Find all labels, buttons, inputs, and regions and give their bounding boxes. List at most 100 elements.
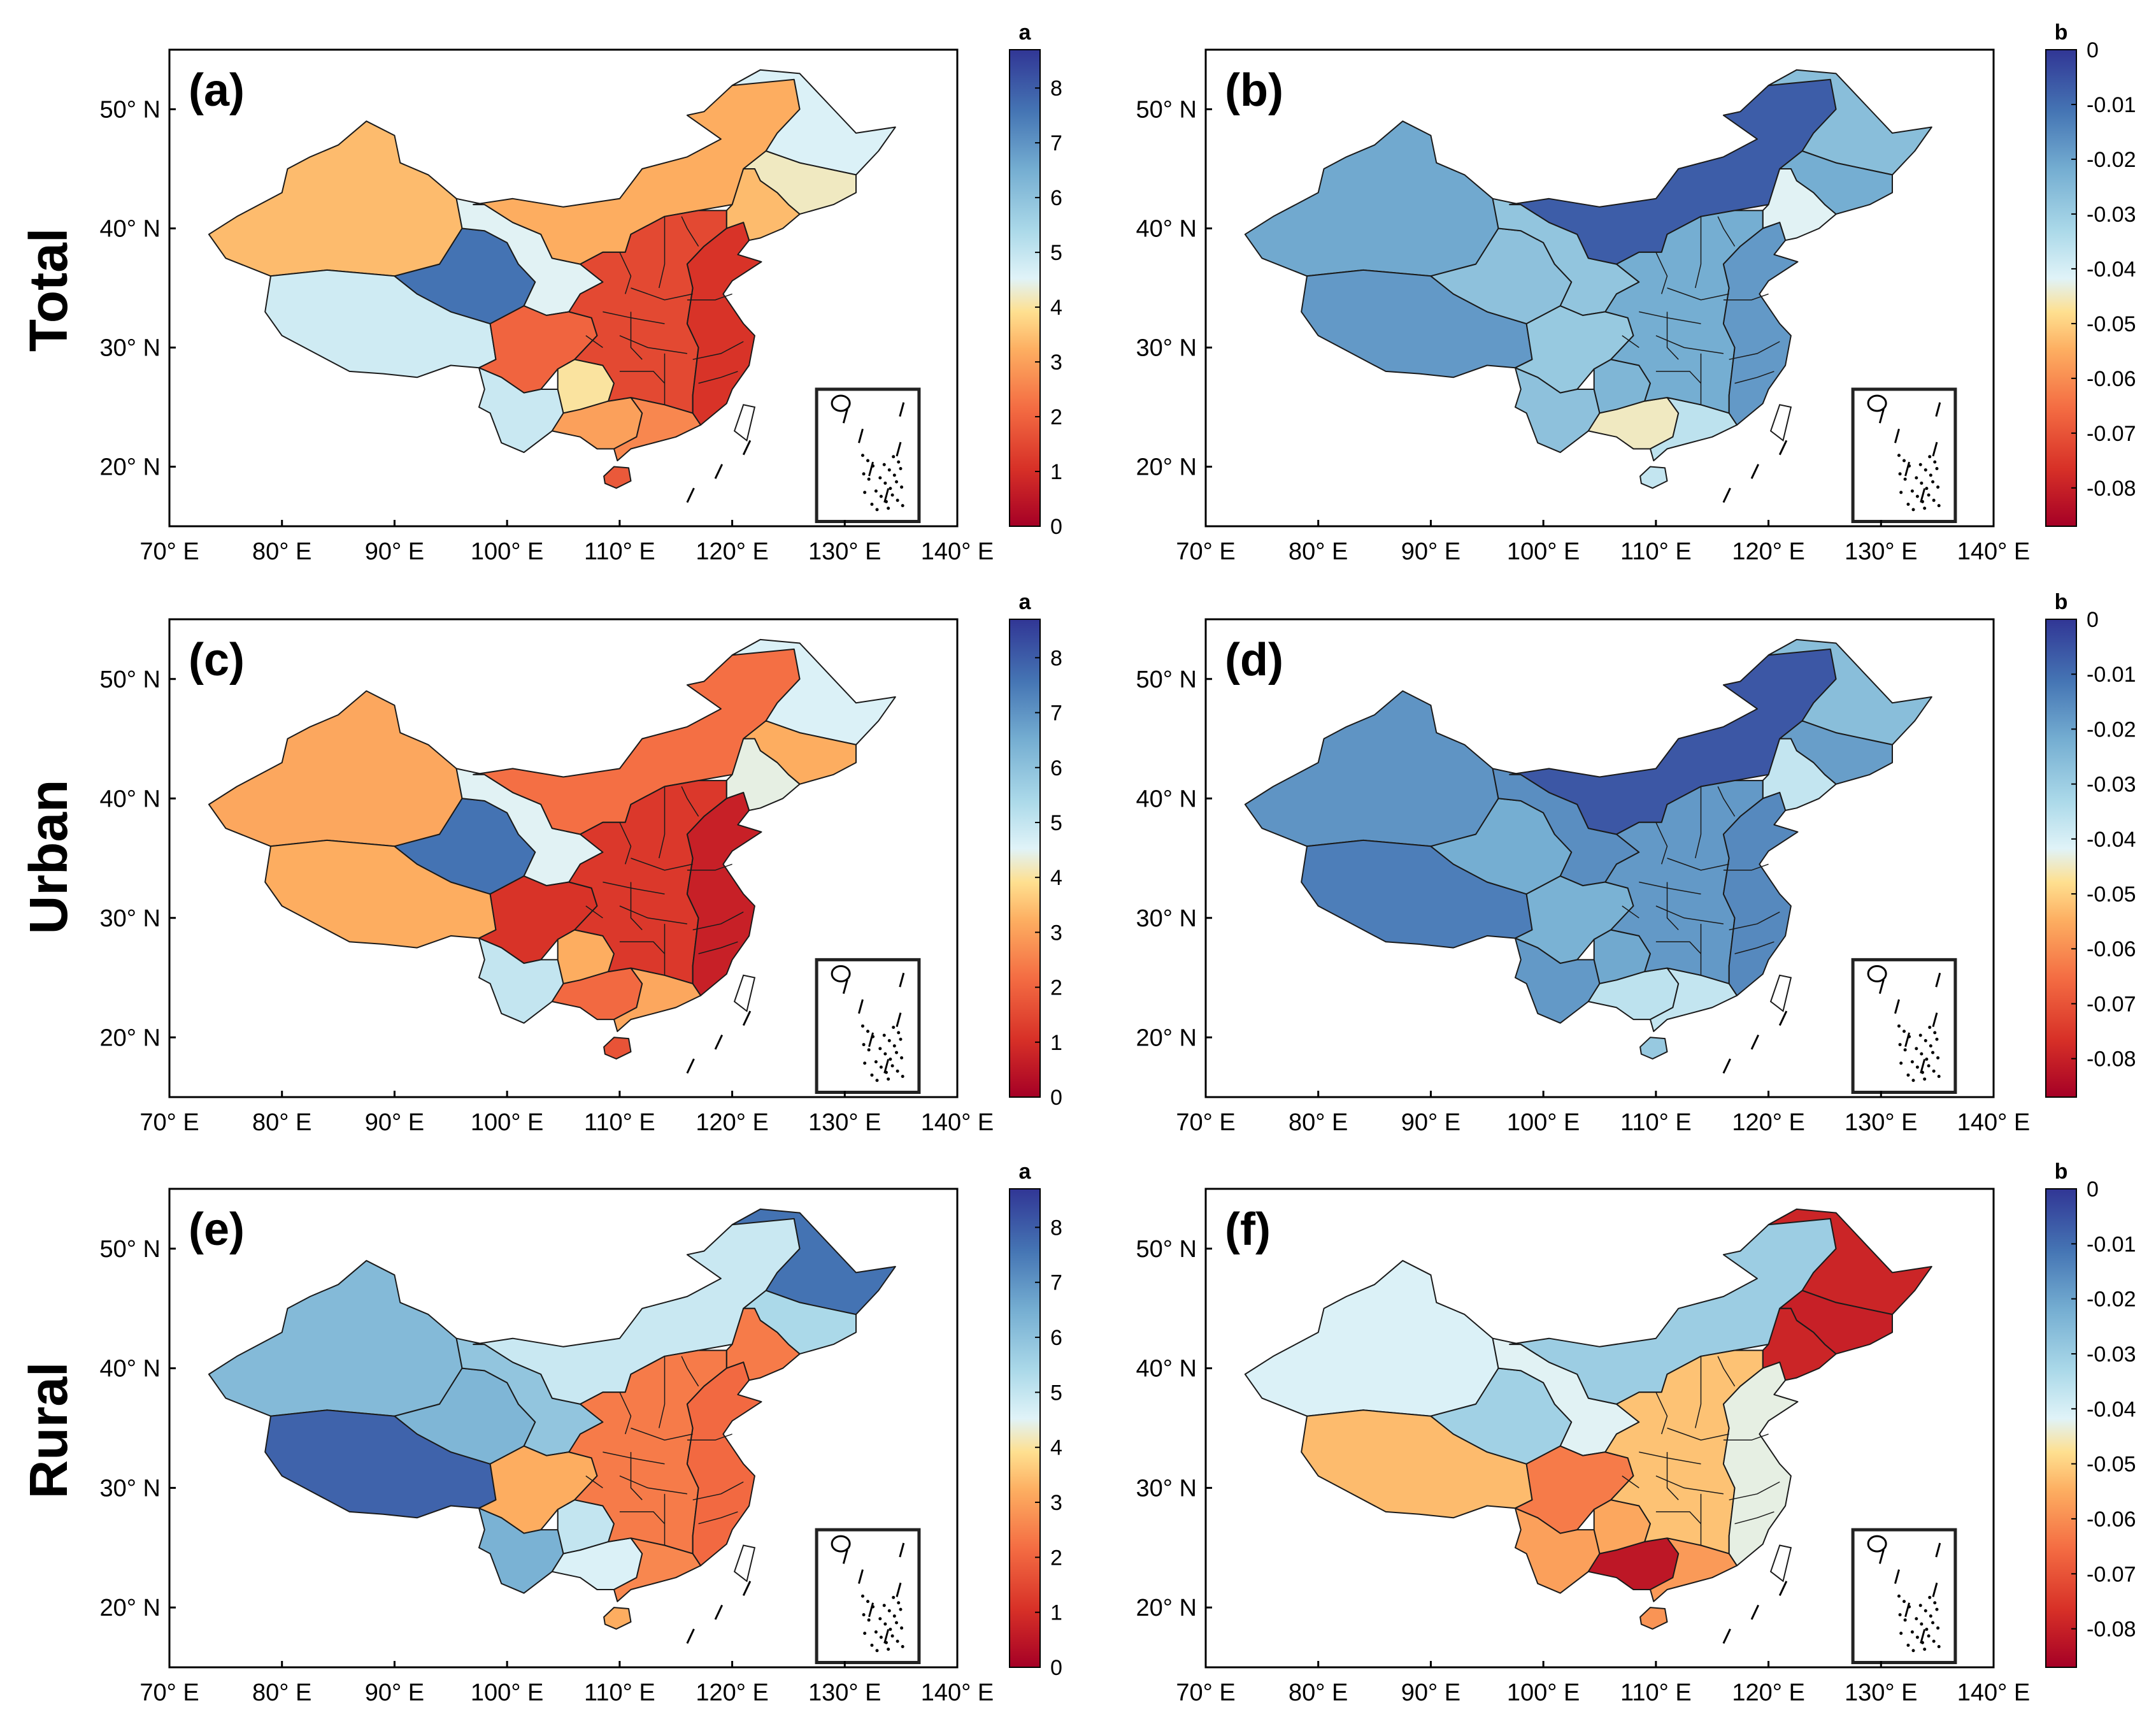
x-tick-label: 110° E	[1620, 1679, 1692, 1706]
province-boundary	[630, 312, 643, 360]
province-boundary	[631, 287, 693, 301]
y-tick-label: 20° N	[1136, 454, 1197, 481]
colorbar-title: b	[2055, 590, 2068, 614]
province-boundary	[692, 911, 744, 931]
row-label-total: Total	[18, 228, 78, 352]
x-tick-label: 140° E	[1957, 1679, 2031, 1706]
y-tick-label: 20° N	[1136, 1024, 1197, 1051]
province-boundary	[1723, 863, 1769, 871]
province-boundary	[1655, 1475, 1724, 1495]
x-tick-label: 110° E	[584, 1679, 655, 1706]
province-boundary	[681, 216, 699, 247]
dash-line	[1750, 1604, 1760, 1620]
colorbar-tick-label: 0	[2087, 608, 2099, 632]
province-boundary	[681, 786, 699, 817]
dash-line	[686, 1058, 695, 1074]
region-taiwan	[1769, 1544, 1792, 1583]
colorbar-tick-label: 7	[1050, 701, 1062, 726]
colorbar-tick-label: -0.04	[2087, 1397, 2136, 1421]
province-boundary	[692, 341, 744, 360]
y-tick-label: 40° N	[1136, 216, 1197, 243]
x-tick-label: 130° E	[1845, 1109, 1918, 1136]
province-boundary	[619, 252, 632, 294]
x-tick-label: 140° E	[921, 1109, 994, 1136]
colorbar-tick-label: 4	[1050, 866, 1062, 890]
province-boundary	[1729, 911, 1780, 931]
colorbar-tick-label: 6	[1050, 186, 1062, 210]
y-tick-label: 30° N	[100, 905, 161, 932]
region-taiwan	[733, 404, 756, 442]
x-tick-label: 100° E	[471, 538, 544, 565]
south-china-sea-inset	[815, 387, 921, 524]
panel-e: (e)70° E 80° E 90° E 100° E 110° E 120° E 130°…	[100, 1160, 1062, 1706]
province-boundary	[619, 1511, 666, 1525]
province-boundary	[619, 822, 632, 865]
province-boundary	[658, 1356, 666, 1428]
x-tick-label: 110° E	[584, 1109, 655, 1136]
colorbar: b0 -0.01 -0.02 -0.03 -0.04 -0.05 -0.06 -0.07 -0.…	[2045, 20, 2136, 527]
colorbar-tick-label: -0.08	[2087, 1618, 2136, 1642]
y-tick-label: 40° N	[1136, 786, 1197, 812]
colorbar-tick-label: -0.02	[2087, 148, 2136, 172]
panel-c: (c)70° E 80° E 90° E 100° E 110° E 120° E 130°…	[100, 590, 1062, 1136]
row-label-rural: Rural	[18, 1362, 78, 1499]
province-boundary	[619, 371, 666, 384]
colorbar-tick-label: 8	[1050, 76, 1062, 101]
x-tick-label: 120° E	[696, 1109, 769, 1136]
colorbar-tick-label: -0.05	[2087, 882, 2136, 907]
colorbar-tick-label: 5	[1050, 241, 1062, 265]
province-boundary	[1655, 335, 1724, 354]
y-tick-label: 30° N	[1136, 1475, 1197, 1502]
y-tick-label: 30° N	[1136, 335, 1197, 362]
province-boundary	[1734, 941, 1774, 954]
x-tick-label: 110° E	[584, 538, 655, 565]
y-tick-label: 40° N	[100, 216, 161, 243]
y-tick-label: 50° N	[1136, 666, 1197, 693]
region-hainan	[603, 1037, 632, 1060]
y-tick-label: 30° N	[100, 1475, 161, 1502]
colorbar-tick-label: 3	[1050, 350, 1062, 375]
panel-label: (a)	[189, 65, 245, 116]
province-boundary	[698, 1511, 738, 1525]
colorbar-title: b	[2055, 20, 2068, 45]
colorbar: a 0 1 2 3 4 5 6 7 8	[1009, 1160, 1062, 1680]
province-boundary	[1655, 252, 1668, 294]
colorbar-tick-label: -0.01	[2087, 93, 2136, 117]
province-boundary	[687, 293, 732, 301]
x-tick-label: 70° E	[1176, 1109, 1235, 1136]
colorbar-title: a	[1019, 20, 1032, 45]
y-tick-label: 40° N	[100, 786, 161, 812]
dash-line	[714, 1604, 724, 1620]
province-boundary	[1666, 1452, 1679, 1500]
x-tick-label: 140° E	[1957, 1109, 2031, 1136]
colorbar-tick-label: -0.02	[2087, 717, 2136, 742]
colorbar-tick-label: -0.05	[2087, 1453, 2136, 1477]
colorbar-tick-label: 0	[1050, 1086, 1062, 1110]
dash-line	[1778, 1581, 1788, 1596]
x-tick-label: 70° E	[1176, 538, 1235, 565]
colorbar-tick-label: -0.07	[2087, 992, 2136, 1016]
x-tick-label: 120° E	[1732, 1109, 1805, 1136]
x-tick-label: 80° E	[1289, 1109, 1348, 1136]
colorbar-tick-label: -0.05	[2087, 312, 2136, 336]
region-hainan	[1639, 466, 1668, 489]
colorbar-title: a	[1019, 590, 1032, 614]
x-tick-label: 130° E	[1845, 1679, 1918, 1706]
province-boundary	[1666, 312, 1679, 360]
x-tick-label: 130° E	[1845, 538, 1918, 565]
region-taiwan	[1769, 404, 1792, 442]
y-tick-label: 30° N	[1136, 905, 1197, 932]
x-tick-label: 90° E	[1401, 538, 1460, 565]
x-tick-label: 70° E	[139, 1109, 199, 1136]
colorbar-tick-label: -0.08	[2087, 1047, 2136, 1072]
y-tick-label: 50° N	[100, 666, 161, 693]
province-boundary	[619, 1391, 632, 1435]
province-boundary	[1655, 822, 1668, 865]
colorbar-tick-label: 0	[1050, 1656, 1062, 1680]
province-boundary	[687, 863, 732, 871]
x-tick-label: 100° E	[1507, 1679, 1580, 1706]
province-boundary	[1729, 1481, 1780, 1500]
province-boundary	[698, 371, 738, 384]
colorbar-tick-label: -0.07	[2087, 1562, 2136, 1586]
x-tick-label: 120° E	[1732, 1679, 1805, 1706]
